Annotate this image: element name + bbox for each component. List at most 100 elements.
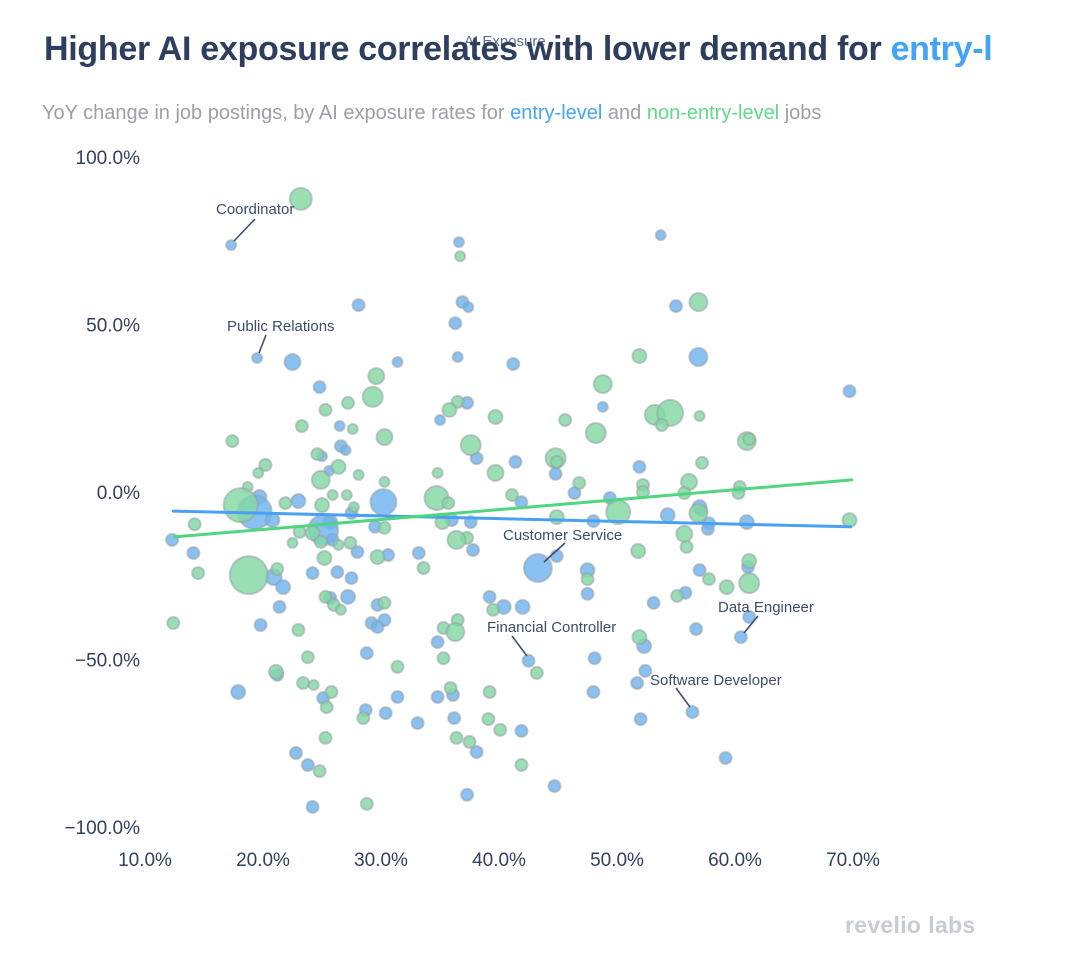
entry-level-bubble[interactable] (305, 799, 320, 814)
entry-level-bubble[interactable] (275, 579, 292, 596)
non-entry-level-bubble[interactable] (630, 543, 647, 559)
non-entry-level-bubble[interactable] (679, 539, 694, 554)
non-entry-level-bubble[interactable] (300, 650, 315, 665)
entry-level-bubble[interactable] (369, 488, 398, 517)
non-entry-level-bubble[interactable] (718, 579, 735, 596)
entry-level-bubble[interactable] (447, 711, 462, 726)
non-entry-level-bubble[interactable] (278, 496, 293, 511)
entry-level-bubble[interactable] (390, 690, 405, 704)
non-entry-level-bubble[interactable] (482, 685, 497, 699)
non-entry-level-bubble[interactable] (375, 428, 394, 447)
non-entry-level-bubble[interactable] (361, 385, 384, 408)
non-entry-level-bubble[interactable] (377, 595, 392, 610)
non-entry-level-bubble[interactable] (187, 517, 202, 532)
entry-level-bubble[interactable] (339, 444, 352, 457)
non-entry-level-bubble[interactable] (493, 722, 508, 737)
entry-level-bubble[interactable] (688, 347, 709, 367)
non-entry-level-bubble[interactable] (347, 501, 360, 514)
entry-level-bubble[interactable] (596, 400, 609, 413)
entry-level-bubble[interactable] (253, 618, 268, 632)
non-entry-level-bubble[interactable] (343, 535, 358, 550)
non-entry-level-bubble[interactable] (675, 524, 694, 543)
non-entry-level-bubble[interactable] (549, 454, 564, 469)
non-entry-level-bubble[interactable] (631, 348, 648, 364)
non-entry-level-bubble[interactable] (486, 602, 501, 617)
non-entry-level-bubble[interactable] (310, 447, 325, 462)
entry-level-bubble[interactable] (659, 507, 676, 524)
non-entry-level-bubble[interactable] (592, 374, 613, 395)
entry-level-bubble[interactable] (289, 746, 303, 760)
entry-level-bubble[interactable] (452, 236, 465, 249)
entry-level-bubble[interactable] (692, 563, 707, 578)
non-entry-level-bubble[interactable] (738, 572, 761, 595)
non-entry-level-bubble[interactable] (378, 475, 391, 488)
non-entry-level-bubble[interactable] (319, 700, 334, 715)
entry-level-bubble[interactable] (514, 723, 529, 738)
non-entry-level-bubble[interactable] (166, 616, 181, 630)
entry-level-bubble[interactable] (580, 586, 595, 601)
non-entry-level-bubble[interactable] (688, 503, 709, 524)
non-entry-level-bubble[interactable] (332, 538, 345, 551)
non-entry-level-bubble[interactable] (741, 553, 758, 569)
non-entry-level-bubble[interactable] (252, 466, 265, 479)
entry-level-bubble[interactable] (430, 690, 445, 704)
non-entry-level-bubble[interactable] (529, 665, 544, 680)
non-entry-level-bubble[interactable] (369, 549, 386, 565)
entry-level-bubble[interactable] (685, 705, 700, 720)
non-entry-level-bubble[interactable] (191, 566, 206, 581)
entry-level-bubble[interactable] (333, 420, 346, 432)
non-entry-level-bubble[interactable] (505, 488, 519, 502)
non-entry-level-bubble[interactable] (454, 250, 467, 263)
entry-level-bubble[interactable] (359, 646, 374, 661)
non-entry-level-bubble[interactable] (481, 712, 496, 727)
non-entry-level-bubble[interactable] (340, 489, 353, 501)
non-entry-level-bubble[interactable] (314, 497, 330, 514)
entry-level-bubble[interactable] (451, 351, 464, 363)
non-entry-level-bubble[interactable] (286, 536, 299, 549)
entry-level-bubble[interactable] (312, 380, 327, 395)
entry-level-bubble[interactable] (344, 571, 359, 586)
entry-level-bubble[interactable] (506, 357, 521, 371)
entry-level-bubble[interactable] (549, 549, 564, 563)
non-entry-level-bubble[interactable] (270, 562, 285, 576)
entry-level-bubble[interactable] (632, 459, 647, 474)
non-entry-level-bubble[interactable] (441, 496, 456, 511)
non-entry-level-bubble[interactable] (318, 730, 333, 745)
entry-level-bubble[interactable] (654, 229, 667, 242)
entry-level-bubble[interactable] (547, 779, 562, 794)
non-entry-level-bubble[interactable] (431, 466, 444, 479)
non-entry-level-bubble[interactable] (268, 663, 284, 680)
entry-level-bubble[interactable] (300, 758, 315, 772)
entry-level-bubble[interactable] (742, 610, 757, 624)
entry-level-bubble[interactable] (514, 598, 531, 615)
entry-level-bubble[interactable] (462, 301, 475, 314)
non-entry-level-bubble[interactable] (436, 651, 451, 666)
non-entry-level-bubble[interactable] (390, 659, 405, 674)
non-entry-level-bubble[interactable] (416, 561, 431, 575)
entry-level-bubble[interactable] (718, 751, 733, 765)
entry-level-bubble[interactable] (290, 493, 307, 509)
entry-level-bubble[interactable] (586, 685, 601, 699)
entry-level-bubble[interactable] (351, 298, 366, 313)
non-entry-level-bubble[interactable] (584, 422, 607, 444)
non-entry-level-bubble[interactable] (446, 529, 467, 550)
non-entry-level-bubble[interactable] (377, 520, 392, 535)
entry-level-bubble[interactable] (434, 414, 446, 426)
non-entry-level-bubble[interactable] (294, 419, 309, 433)
non-entry-level-bubble[interactable] (688, 292, 709, 313)
entry-level-bubble[interactable] (646, 595, 661, 610)
non-entry-level-bubble[interactable] (487, 409, 504, 425)
non-entry-level-bubble[interactable] (312, 764, 327, 779)
non-entry-level-bubble[interactable] (572, 476, 587, 490)
non-entry-level-bubble[interactable] (459, 434, 482, 457)
entry-level-bubble[interactable] (186, 546, 201, 560)
non-entry-level-bubble[interactable] (462, 734, 477, 749)
non-entry-level-bubble[interactable] (346, 423, 359, 435)
non-entry-level-bubble[interactable] (441, 401, 458, 418)
non-entry-level-bubble[interactable] (367, 367, 386, 386)
non-entry-level-bubble[interactable] (258, 457, 273, 472)
entry-level-bubble[interactable] (548, 466, 563, 481)
non-entry-level-bubble[interactable] (288, 186, 313, 211)
entry-level-bubble[interactable] (225, 239, 238, 252)
entry-level-bubble[interactable] (633, 712, 648, 727)
